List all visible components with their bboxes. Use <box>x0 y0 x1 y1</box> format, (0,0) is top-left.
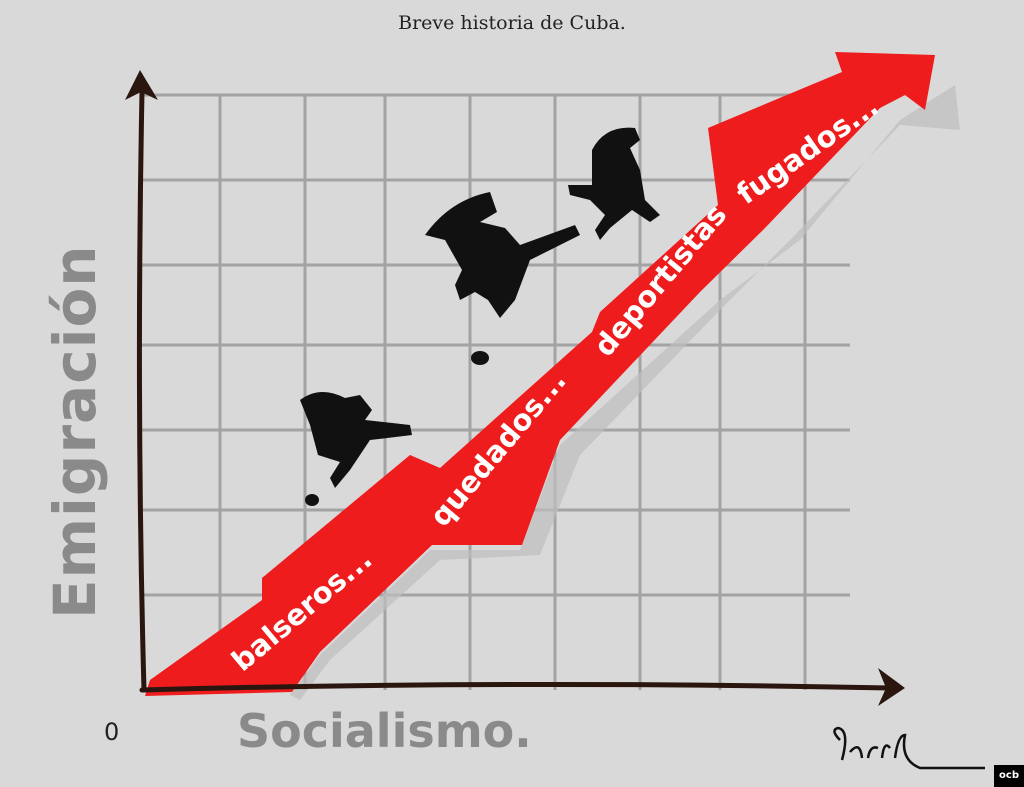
ocb-logo: ocb <box>994 765 1024 787</box>
x-axis-arrowhead <box>878 668 905 706</box>
figure-quedado <box>425 192 580 318</box>
signature-drawing <box>833 726 985 770</box>
figure-deportista <box>568 127 660 240</box>
cartoon-title: Breve historia de Cuba. <box>398 12 626 34</box>
figure-quedado-drop <box>471 351 489 365</box>
red-rising-arrow <box>145 52 935 696</box>
axes <box>136 89 893 693</box>
y-axis-arrowhead <box>125 70 158 100</box>
arrow-shadow <box>290 85 960 700</box>
origin-label: 0 <box>104 718 120 746</box>
x-axis-label: Socialismo. <box>237 704 532 758</box>
y-axis-label: Emigración <box>41 244 109 619</box>
figure-balsero-drop <box>305 494 319 506</box>
figure-balsero <box>300 391 412 488</box>
fleeing-figures <box>300 127 660 506</box>
